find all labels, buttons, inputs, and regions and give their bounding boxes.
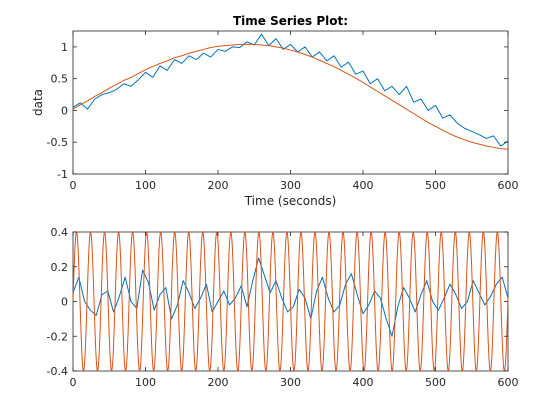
top-x-tick-label: 400	[353, 179, 374, 192]
bottom-series-2-line	[72, 231, 509, 372]
bottom-y-tick-label: -0.4	[47, 365, 68, 378]
top-y-axis-label: data	[31, 89, 45, 116]
bottom-series-group	[72, 231, 509, 372]
top-x-tick-label: 200	[208, 179, 229, 192]
top-x-tick-label: 300	[280, 179, 301, 192]
bottom-x-tick-label: 200	[208, 376, 229, 389]
bottom-y-tick-label: 0.2	[51, 261, 69, 274]
top-x-axis-label: Time (seconds)	[244, 194, 337, 208]
top-series-2-line	[72, 43, 509, 150]
top-series-group	[72, 33, 509, 150]
bottom-ticks-group: 0 100 200 300 400 500 600 -0.4 -0.2 0 0.2 0.4	[47, 226, 519, 389]
top-x-tick-label: 100	[135, 179, 156, 192]
bottom-y-tick-label: 0	[61, 296, 68, 309]
top-ticks-group: 0 100 200 300 400 500 600 -1 -0.5 0 0.5 1	[47, 31, 519, 192]
bottom-x-tick-label: 300	[280, 376, 301, 389]
top-axes-box	[72, 30, 509, 175]
top-chart: 0 100 200 300 400 500 600 -1 -0.5 0 0.5 1 Time Seri…	[31, 14, 519, 208]
bottom-x-tick-label: 600	[498, 376, 519, 389]
top-y-tick-label: 0	[61, 104, 68, 117]
bottom-y-tick-label: -0.2	[47, 330, 68, 343]
bottom-y-tick-label: 0.4	[51, 226, 69, 239]
top-x-tick-label: 0	[70, 179, 77, 192]
bottom-x-tick-label: 0	[70, 376, 77, 389]
top-y-tick-label: -0.5	[47, 136, 68, 149]
top-y-tick-label: -1	[57, 168, 68, 181]
bottom-x-tick-label: 500	[425, 376, 446, 389]
bottom-chart: 0 100 200 300 400 500 600 -0.4 -0.2 0 0.2 0.4	[47, 226, 519, 389]
bottom-x-tick-label: 100	[135, 376, 156, 389]
top-x-tick-label: 600	[498, 179, 519, 192]
top-x-tick-label: 500	[425, 179, 446, 192]
top-series-1-line	[72, 33, 509, 147]
bottom-x-tick-label: 400	[353, 376, 374, 389]
top-y-tick-label: 1	[61, 41, 68, 54]
top-chart-title: Time Series Plot:	[233, 14, 348, 28]
top-y-tick-label: 0.5	[51, 73, 69, 86]
